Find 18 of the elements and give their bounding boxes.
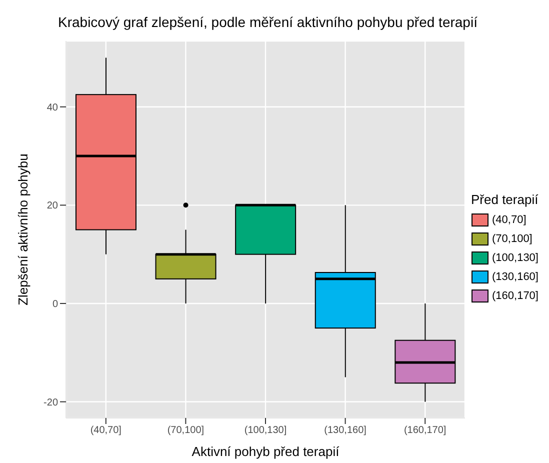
y-tick-label: 20 xyxy=(46,200,58,212)
legend-label: (130,160] xyxy=(492,271,538,283)
y-tick-label: 40 xyxy=(46,102,58,114)
x-tick-label: (70,100] xyxy=(167,425,204,436)
x-tick-label: (100,130] xyxy=(244,425,287,436)
legend-title: Před terapií xyxy=(471,192,540,206)
x-tick-label: (130,160] xyxy=(324,425,367,436)
y-axis-title: Zlepšení aktivního pohybu xyxy=(16,154,31,306)
x-tick-label: (40,70] xyxy=(90,425,122,436)
legend-label: (100,130] xyxy=(492,252,538,264)
y-tick-label: 0 xyxy=(52,299,58,310)
x-axis-title: Aktivní pohyb před terapií xyxy=(192,444,340,459)
chart-title: Krabicový graf zlepšení, podle měření aktivního pohybu před terapií xyxy=(58,14,478,30)
legend-label: (70,100] xyxy=(492,233,532,245)
x-tick-label: (160,170] xyxy=(404,425,446,436)
legend-label: (40,70] xyxy=(492,214,526,226)
y-tick-label: -20 xyxy=(44,397,58,408)
legend-label: (160,170] xyxy=(492,290,538,302)
